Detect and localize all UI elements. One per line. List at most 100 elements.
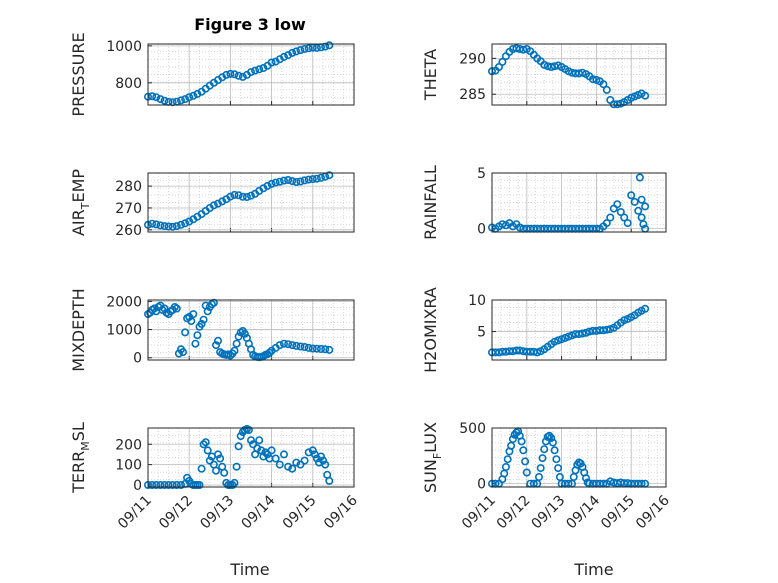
data-point [288,177,297,186]
subplot-theta: 285 290 THETA [421,43,667,109]
data-point [177,480,186,489]
data-point [599,80,608,89]
data-point [634,206,643,215]
data-point [205,456,214,465]
data-point [304,175,313,184]
x-tick-label: 09/13 [529,493,569,533]
data-point [275,341,284,350]
subplot-h2omixra: 5 10 H2OMIXRA [421,287,667,373]
data-point [325,345,334,354]
data-point [197,319,206,328]
data-point [230,478,239,487]
data-point [247,68,256,77]
x-tick-label: 09/14 [563,492,603,532]
y-tick-label: 260 [115,223,142,239]
axes-frame [491,172,667,233]
y-tick-label: 285 [459,87,486,103]
subplot-terr-msl: 09/11 09/12 09/13 09/14 09/15 09/16 0 100 200 TER… [69,422,361,532]
data-point [179,348,188,357]
data-point [255,436,264,445]
data-point [244,425,253,434]
data-point [288,48,297,57]
y-tick-label: 0 [477,477,486,493]
data-point [238,72,247,81]
y-axis-label: H2OMIXRA [421,287,440,373]
data-point [554,464,563,473]
data-point [197,464,206,473]
x-tick-label: 09/11 [115,493,155,533]
data-point [308,175,317,184]
data-point [271,454,280,463]
data-point [538,454,547,463]
data-point [230,190,239,199]
data-point [160,222,169,231]
data-point [160,304,169,313]
data-point [637,195,646,204]
data-point [602,85,611,94]
y-tick-label: 2000 [106,294,142,310]
y-tick-label: 0 [133,478,142,494]
y-tick-label: 800 [115,76,142,92]
data-point [267,179,276,188]
data-point [181,95,190,104]
data-point [616,208,625,217]
data-point [267,58,276,67]
y-tick-label: 290 [459,51,486,67]
data-point [218,197,227,206]
data-point [292,178,301,187]
data-point [517,437,526,446]
data-point [242,193,251,202]
data-point [181,328,190,337]
data-point [284,462,293,471]
data-point [623,219,632,228]
data-point [168,480,177,489]
figure-title: Figure 3 low [194,15,306,34]
data-point [226,69,235,78]
data-point [203,307,212,316]
data-point [515,346,524,355]
data-point [247,436,256,445]
data-point [156,221,165,230]
y-tick-label: 5 [477,325,486,341]
data-point [263,450,272,459]
data-point [263,181,272,190]
data-point [189,310,198,319]
data-point [214,336,223,345]
data-point [522,468,531,477]
data-point [185,217,194,226]
data-point [199,315,208,324]
y-tick-label: 5 [477,166,486,182]
data-point [234,191,243,200]
data-point [284,176,293,185]
data-point [321,345,330,354]
data-point [209,201,218,210]
data-point [220,468,229,477]
data-point [284,340,293,349]
data-point [602,325,611,334]
data-point [312,43,321,52]
y-axis-label: AIRTEMP [69,169,92,236]
data-point [613,100,622,109]
data-point [212,466,221,475]
data-point [214,199,223,208]
data-point [316,452,325,461]
data-point [292,47,301,56]
axes-frame [147,299,355,361]
data-point [304,44,313,53]
y-axis-label: TERRMSL [69,422,92,494]
data-point [271,178,280,187]
data-point [251,66,260,75]
data-point [160,480,169,489]
data-point [232,462,241,471]
data-point [172,480,181,489]
data-point [232,339,241,348]
axes-frame [147,43,355,106]
data-point [300,342,309,351]
axes-frame [491,299,667,361]
data-point [547,433,556,442]
data-point [187,317,196,326]
y-tick-label: 100 [115,458,142,474]
y-tick-label: 1000 [106,39,142,55]
data-point [152,220,161,229]
data-point [630,197,639,206]
